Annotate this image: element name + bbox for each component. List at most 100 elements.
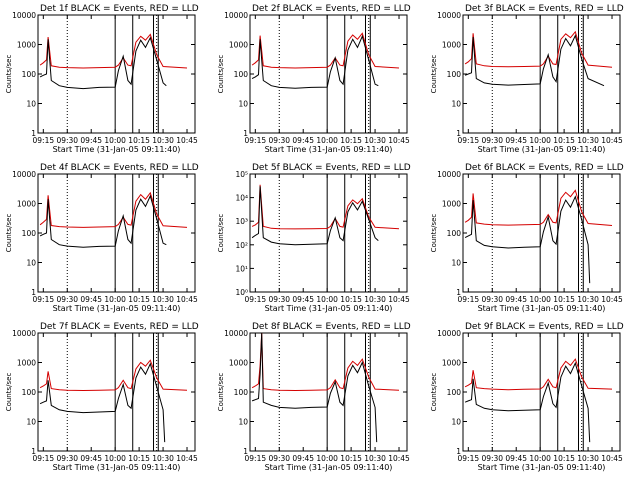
y-tick-label: 1 <box>456 288 461 297</box>
panel-title: Det 5f BLACK = Events, RED = LLD <box>252 163 411 173</box>
x-tick-label: 10:30 <box>152 295 174 304</box>
lld-series-line <box>464 189 613 226</box>
y-tick-label: 10000 <box>12 329 36 338</box>
x-tick-label: 10:00 <box>316 136 338 145</box>
y-tick-label: 1000 <box>442 200 461 209</box>
y-tick-label: 10000 <box>437 329 461 338</box>
y-tick-label: 1 <box>31 129 36 138</box>
y-tick-label: 1000 <box>17 359 36 368</box>
x-tick-label: 09:15 <box>458 454 480 463</box>
events-series-line <box>251 332 378 443</box>
y-tick-label: 10 <box>238 100 248 109</box>
lld-series-line <box>39 191 188 228</box>
x-tick-label: 09:15 <box>458 295 480 304</box>
x-tick-label: 09:45 <box>292 454 314 463</box>
lld-series-line <box>39 359 188 392</box>
x-tick-label: 10:45 <box>176 295 198 304</box>
panel-title: Det 4f BLACK = Events, RED = LLD <box>40 163 199 173</box>
y-axis-label: Counts/sec <box>217 55 225 94</box>
x-tick-label: 10:15 <box>340 454 362 463</box>
y-tick-label: 1000 <box>17 41 36 50</box>
y-tick-label: 1000 <box>442 41 461 50</box>
events-series-line <box>39 194 167 248</box>
x-tick-label: 10:15 <box>553 454 575 463</box>
y-tick-label: 10000 <box>12 170 36 179</box>
x-tick-label: 09:30 <box>268 136 290 145</box>
panel-title: Det 6f BLACK = Events, RED = LLD <box>465 163 624 173</box>
y-tick-label: 1 <box>243 447 248 456</box>
x-axis-label: Start Time (31-Jan-05 09:11:40) <box>265 304 393 313</box>
y-tick-label: 1000 <box>229 359 248 368</box>
detector-panel-6: Det 6f BLACK = Events, RED = LLD 1 10 100 10… <box>430 163 624 313</box>
y-tick-label: 1000 <box>442 359 461 368</box>
x-tick-label: 10:00 <box>529 454 551 463</box>
panel-frame <box>249 14 408 134</box>
y-tick-label: 1000 <box>17 200 36 209</box>
panel-frame <box>249 332 408 452</box>
x-tick-label: 10:45 <box>388 295 410 304</box>
panel-title: Det 2f BLACK = Events, RED = LLD <box>252 4 411 14</box>
detector-panel-4: Det 4f BLACK = Events, RED = LLD 1 10 100 10… <box>5 163 199 313</box>
x-tick-label: 10:00 <box>104 454 126 463</box>
detector-panel-9: Det 9f BLACK = Events, RED = LLD 1 10 100 10… <box>430 322 624 472</box>
x-tick-label: 09:30 <box>268 295 290 304</box>
panel-frame <box>37 332 196 452</box>
y-tick-label: 10 <box>451 100 461 109</box>
x-tick-label: 10:15 <box>340 295 362 304</box>
y-tick-label: 100 <box>234 70 249 79</box>
x-axis-label: Start Time (31-Jan-05 09:11:40) <box>265 145 393 154</box>
y-tick-label: 100 <box>22 70 37 79</box>
x-tick-label: 10:00 <box>104 295 126 304</box>
x-tick-label: 09:30 <box>56 454 78 463</box>
y-axis-label: Counts/sec <box>5 55 13 94</box>
x-tick-label: 10:00 <box>316 295 338 304</box>
y-tick-label: 100 <box>447 229 462 238</box>
x-tick-label: 10:30 <box>577 136 599 145</box>
y-axis-label: Counts/sec <box>5 373 13 412</box>
y-tick-label: 10 <box>451 418 461 427</box>
y-tick-label: 1 <box>243 129 248 138</box>
x-tick-label: 09:45 <box>505 295 527 304</box>
y-tick-label: 10¹ <box>235 264 248 273</box>
y-axis-label: Counts/sec <box>217 373 225 412</box>
panel-frame <box>462 173 621 293</box>
y-tick-label: 10 <box>26 259 36 268</box>
y-tick-label: 10 <box>26 100 36 109</box>
y-axis-label: Counts/sec <box>430 214 438 253</box>
panel-title: Det 1f BLACK = Events, RED = LLD <box>40 4 199 14</box>
events-series-line <box>464 34 605 87</box>
y-tick-label: 1000 <box>229 41 248 50</box>
events-series-line <box>251 186 379 246</box>
x-tick-label: 10:30 <box>577 454 599 463</box>
x-axis-label: Start Time (31-Jan-05 09:11:40) <box>53 463 181 472</box>
panel-title: Det 3f BLACK = Events, RED = LLD <box>465 4 624 14</box>
lld-series-line <box>251 184 400 230</box>
y-tick-label: 10000 <box>12 11 36 20</box>
x-tick-label: 09:45 <box>505 136 527 145</box>
x-tick-label: 09:45 <box>80 136 102 145</box>
y-axis-label: Counts/sec <box>5 214 13 253</box>
y-tick-label: 10000 <box>224 11 248 20</box>
panel-title: Det 9f BLACK = Events, RED = LLD <box>465 322 624 332</box>
x-tick-label: 09:45 <box>505 454 527 463</box>
x-tick-label: 10:00 <box>316 454 338 463</box>
detector-panel-5: Det 5f BLACK = Events, RED = LLD 10⁰ 10¹ 10… <box>217 163 411 313</box>
y-axis-label: Counts/sec <box>430 373 438 412</box>
x-axis-label: Start Time (31-Jan-05 09:11:40) <box>478 463 606 472</box>
x-tick-label: 09:30 <box>481 295 503 304</box>
x-tick-label: 10:15 <box>553 295 575 304</box>
y-tick-label: 10⁴ <box>235 194 248 203</box>
detector-panel-2: Det 2f BLACK = Events, RED = LLD 1 10 100 10… <box>217 4 411 154</box>
lld-series-line <box>39 33 188 69</box>
x-tick-label: 10:15 <box>553 136 575 145</box>
y-axis-label: Counts/sec <box>217 214 225 253</box>
events-series-line <box>464 361 591 443</box>
y-tick-label: 100 <box>22 388 37 397</box>
y-tick-label: 10000 <box>437 170 461 179</box>
events-series-line <box>464 195 591 284</box>
x-tick-label: 10:45 <box>388 136 410 145</box>
y-tick-label: 10 <box>238 418 248 427</box>
x-tick-label: 10:45 <box>176 454 198 463</box>
y-tick-label: 100 <box>447 388 462 397</box>
x-tick-label: 09:15 <box>33 136 55 145</box>
